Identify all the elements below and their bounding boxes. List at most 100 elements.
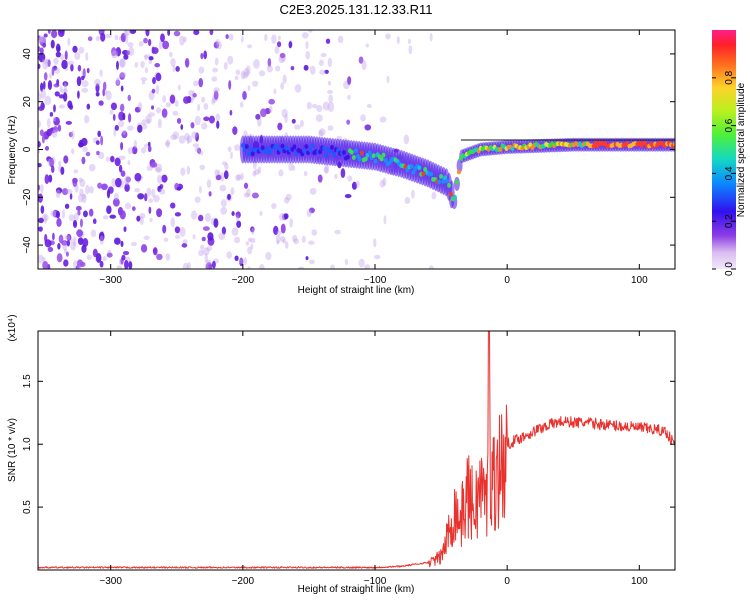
spectrogram-speckle bbox=[115, 46, 122, 57]
spectrogram-speckle bbox=[182, 239, 188, 245]
spectrogram-speckle bbox=[124, 183, 130, 192]
spectrogram-speckle bbox=[324, 69, 329, 74]
spectrogram-speckle bbox=[73, 169, 79, 174]
spectrogram-speckle bbox=[236, 220, 242, 228]
spectrogram-ridge-cell bbox=[349, 149, 354, 155]
spectrogram-speckle bbox=[234, 255, 239, 262]
spectrogram-speckle bbox=[78, 46, 85, 54]
spectrogram-speckle bbox=[347, 94, 351, 100]
colorbar-label: Normalized spectral amplitude bbox=[736, 82, 747, 217]
spectrogram-ridge-cell bbox=[510, 146, 515, 152]
spectrogram-speckle bbox=[102, 81, 107, 91]
spectrogram-speckle bbox=[54, 91, 60, 97]
spectrogram-speckle bbox=[306, 209, 312, 217]
spectrogram-speckle bbox=[240, 172, 244, 181]
spectrogram-speckle bbox=[38, 162, 42, 168]
spectrogram-speckle bbox=[408, 45, 413, 55]
spectrogram-speckle bbox=[358, 56, 364, 64]
spectrogram-speckle bbox=[213, 41, 220, 49]
spectrogram-speckle bbox=[111, 50, 119, 59]
spectrogram-speckle bbox=[204, 263, 209, 269]
spectrogram-speckle bbox=[278, 35, 281, 41]
spectrogram-speckle bbox=[79, 178, 86, 188]
spectrogram-speckle bbox=[155, 163, 163, 174]
spectrogram-speckle bbox=[38, 193, 43, 203]
spectrogram-speckle bbox=[51, 165, 55, 173]
spectrogram-speckle bbox=[226, 251, 232, 259]
spectrogram-speckle bbox=[81, 156, 86, 165]
spectrogram-speckle bbox=[59, 85, 63, 92]
spectrogram-speckle bbox=[87, 36, 93, 42]
spectrogram-ridge-cell bbox=[421, 171, 426, 177]
spectrogram-speckle bbox=[119, 71, 127, 78]
spectrogram-speckle bbox=[151, 188, 156, 198]
spectrogram-speckle bbox=[140, 147, 147, 154]
spectrogram-speckle bbox=[203, 102, 209, 111]
spectrogram-speckle bbox=[82, 193, 86, 199]
y-tick-label: 1.5 bbox=[22, 374, 33, 388]
spectrogram-speckle bbox=[155, 107, 162, 114]
spectrogram-speckle bbox=[176, 117, 182, 124]
spectrogram-speckle bbox=[120, 240, 124, 248]
spectrogram-speckle bbox=[165, 253, 171, 261]
spectrogram-speckle bbox=[328, 94, 334, 104]
spectrogram-speckle bbox=[57, 124, 62, 132]
spectrogram-speckle bbox=[124, 259, 129, 269]
spectrogram-ridge-cell bbox=[373, 158, 378, 164]
spectrogram-speckle bbox=[43, 214, 47, 224]
spectrogram-ridge-cell bbox=[322, 145, 327, 151]
spectrogram-speckle bbox=[211, 76, 218, 82]
spectrogram-ridge-cell bbox=[447, 183, 452, 188]
spectrogram-speckle bbox=[275, 65, 281, 72]
spectrogram-speckle bbox=[76, 229, 84, 238]
spectrogram-speckle bbox=[42, 80, 46, 90]
spectrogram-speckle bbox=[312, 103, 318, 109]
spectrogram-speckle bbox=[99, 69, 103, 77]
spectrogram-speckle bbox=[284, 241, 289, 249]
colorbar-tick-label: 0.4 bbox=[724, 166, 735, 180]
spectrogram-speckle bbox=[243, 192, 250, 198]
x-tick-label: 0 bbox=[504, 576, 510, 587]
spectrogram-speckle bbox=[134, 172, 142, 182]
x-tick-label: 100 bbox=[631, 275, 648, 286]
spectrogram-speckle bbox=[318, 130, 324, 137]
spectrogram-ridge-cell bbox=[292, 144, 297, 150]
spectrogram-speckle bbox=[260, 108, 267, 118]
spectrogram-speckle bbox=[257, 166, 262, 174]
y-tick-label: 0 bbox=[22, 146, 33, 152]
spectrogram-speckle bbox=[38, 36, 43, 44]
spectrogram-speckle bbox=[221, 161, 228, 166]
spectrogram-speckle bbox=[102, 215, 109, 220]
spectrogram-speckle bbox=[366, 103, 372, 108]
spectrogram-speckle bbox=[383, 215, 387, 225]
spectrogram-y-label: Frequency (Hz) bbox=[7, 116, 18, 185]
spectrogram-ridge-cell bbox=[268, 149, 273, 155]
spectrogram-speckle bbox=[245, 241, 250, 246]
spectrogram-ridge-cell bbox=[363, 156, 368, 162]
spectrogram-speckle bbox=[39, 82, 44, 92]
spectrogram-speckle bbox=[191, 131, 198, 139]
spectrogram-speckle bbox=[134, 106, 141, 113]
spectrogram-speckle bbox=[127, 94, 131, 102]
spectrogram-speckle bbox=[148, 198, 154, 203]
spectrogram-speckle bbox=[131, 146, 138, 155]
spectrogram-speckle bbox=[240, 35, 244, 43]
spectrogram-speckle bbox=[162, 95, 167, 103]
spectrogram-speckle bbox=[183, 36, 187, 43]
spectrogram-speckle bbox=[95, 83, 100, 93]
spectrogram-speckle bbox=[315, 114, 323, 122]
spectrogram-speckle bbox=[55, 43, 61, 53]
spectrogram-speckle bbox=[55, 51, 62, 58]
spectrogram-speckle bbox=[279, 52, 286, 59]
spectrogram-speckle bbox=[252, 80, 259, 87]
spectrogram-speckle bbox=[276, 41, 282, 48]
spectrogram-speckle bbox=[161, 108, 168, 118]
spectrogram-speckle bbox=[193, 80, 199, 87]
spectrogram-speckle bbox=[234, 236, 241, 244]
spectrogram-speckle bbox=[94, 78, 101, 86]
spectrogram-speckle bbox=[136, 215, 141, 222]
spectrogram-speckle bbox=[152, 47, 159, 55]
spectrogram-speckle bbox=[133, 139, 138, 149]
spectrogram-speckle bbox=[127, 160, 131, 166]
spectrogram-speckle bbox=[319, 69, 326, 75]
